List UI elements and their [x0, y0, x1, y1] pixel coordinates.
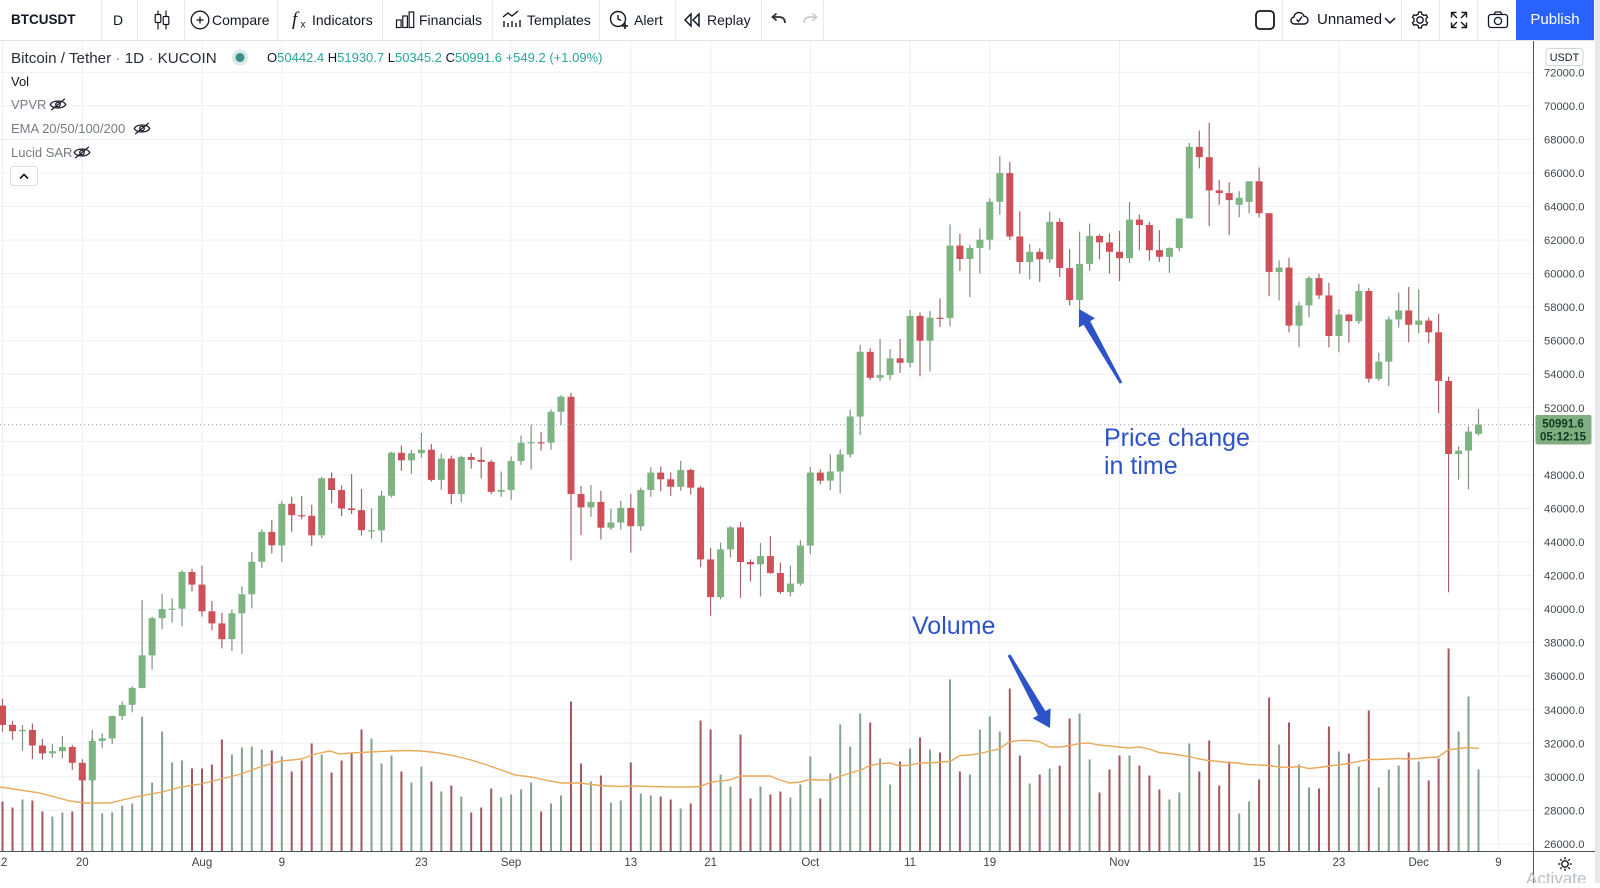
svg-text:50991.6: 50991.6	[1542, 419, 1584, 431]
svg-text:26000.0: 26000.0	[1544, 839, 1584, 851]
svg-text:44000.0: 44000.0	[1544, 537, 1584, 549]
svg-text:56000.0: 56000.0	[1544, 336, 1584, 348]
svg-text:USDT: USDT	[1550, 52, 1580, 64]
svg-text:72000.0: 72000.0	[1544, 67, 1584, 79]
svg-text:60000.0: 60000.0	[1544, 269, 1584, 281]
svg-text:48000.0: 48000.0	[1544, 470, 1584, 482]
svg-text:19: 19	[983, 857, 996, 869]
svg-text:52000.0: 52000.0	[1544, 403, 1584, 415]
svg-text:20: 20	[76, 857, 89, 869]
svg-text:70000.0: 70000.0	[1544, 101, 1584, 113]
svg-text:9: 9	[279, 857, 285, 869]
svg-text:in time: in time	[1104, 452, 1178, 480]
svg-text:Dec: Dec	[1408, 857, 1429, 869]
svg-text:38000.0: 38000.0	[1544, 638, 1584, 650]
svg-text:62000.0: 62000.0	[1544, 235, 1584, 247]
svg-text:40000.0: 40000.0	[1544, 604, 1584, 616]
svg-text:Activate: Activate	[1526, 869, 1586, 883]
svg-text:9: 9	[1495, 857, 1501, 869]
svg-text:28000.0: 28000.0	[1544, 805, 1584, 817]
svg-text:58000.0: 58000.0	[1544, 302, 1584, 314]
svg-text:VPVR: VPVR	[11, 97, 46, 112]
svg-text:32000.0: 32000.0	[1544, 738, 1584, 750]
svg-text:Nov: Nov	[1109, 857, 1130, 869]
svg-text:Aug: Aug	[192, 857, 212, 869]
svg-text:21: 21	[704, 857, 717, 869]
svg-text:42000.0: 42000.0	[1544, 571, 1584, 583]
svg-text:Vol: Vol	[11, 74, 29, 89]
svg-text:54000.0: 54000.0	[1544, 369, 1584, 381]
svg-text:30000.0: 30000.0	[1544, 772, 1584, 784]
svg-text:11: 11	[904, 857, 916, 869]
svg-text:36000.0: 36000.0	[1544, 671, 1584, 683]
svg-text:Lucid SAR: Lucid SAR	[11, 145, 72, 160]
svg-text:EMA 20/50/100/200: EMA 20/50/100/200	[11, 121, 125, 136]
svg-text:68000.0: 68000.0	[1544, 134, 1584, 146]
svg-text:Sep: Sep	[501, 857, 521, 869]
svg-text:O50442.4 H51930.7 L50345.2: O50442.4 H51930.7 L50345.2 C50991.6 +549…	[267, 50, 602, 65]
svg-text:66000.0: 66000.0	[1544, 168, 1584, 180]
svg-text:34000.0: 34000.0	[1544, 705, 1584, 717]
svg-text:15: 15	[1253, 857, 1266, 869]
svg-text:23: 23	[415, 857, 428, 869]
svg-text:23: 23	[1333, 857, 1346, 869]
svg-text:46000.0: 46000.0	[1544, 503, 1584, 515]
svg-text:f: f	[292, 9, 300, 30]
svg-text:x: x	[301, 20, 306, 31]
svg-text:Volume: Volume	[912, 612, 995, 640]
svg-text:Bitcoin / Tether · 1D · KUCOIN: Bitcoin / Tether · 1D · KUCOIN	[11, 50, 217, 67]
svg-text:Price change: Price change	[1104, 424, 1250, 452]
svg-text:Oct: Oct	[801, 857, 820, 869]
svg-text:13: 13	[624, 857, 637, 869]
svg-text:12: 12	[0, 857, 7, 869]
svg-text:64000.0: 64000.0	[1544, 202, 1584, 214]
svg-text:05:12:15: 05:12:15	[1540, 432, 1587, 444]
